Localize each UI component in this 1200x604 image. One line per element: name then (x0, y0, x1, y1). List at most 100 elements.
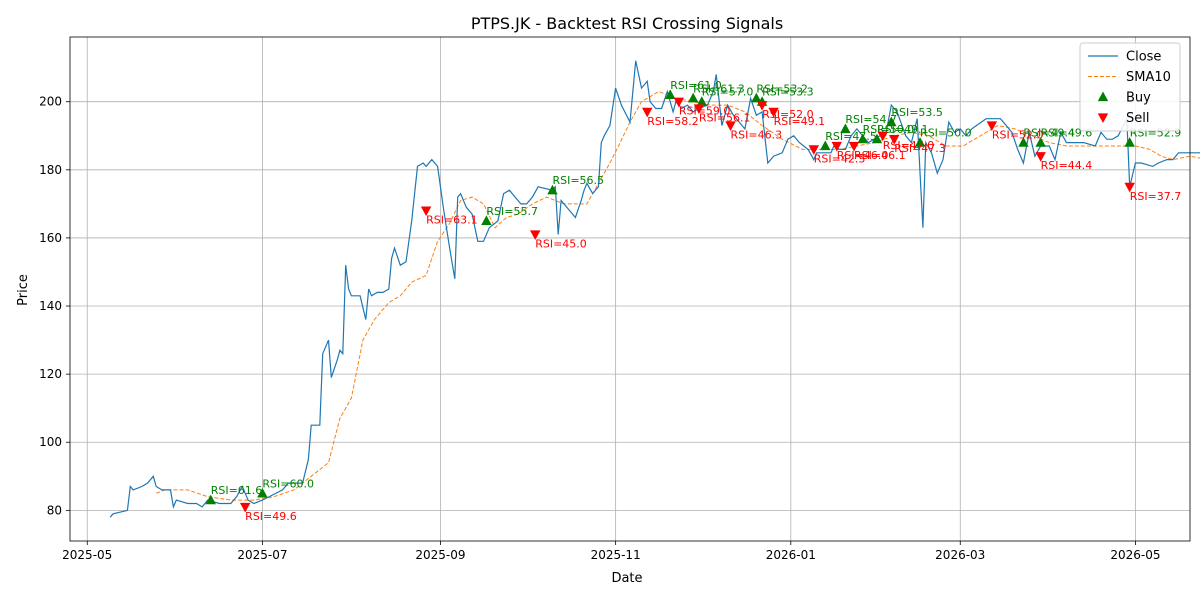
sma10-series (156, 90, 1200, 501)
legend-label: SMA10 (1126, 70, 1171, 85)
legend-label: Buy (1126, 91, 1151, 106)
chart-title: PTPS.JK - Backtest RSI Crossing Signals (471, 14, 783, 33)
legend-sell-swatch (1097, 113, 1109, 123)
sell-label: RSI=46.3 (731, 129, 783, 142)
buy-label: RSI=56.5 (552, 174, 604, 187)
legend-box (1079, 42, 1181, 132)
buy-label: RSI=50.0 (863, 123, 915, 136)
sell-marker (848, 141, 860, 152)
axes: 2025-05 2025-07 2025-09 2025-11 2026-01 2026-… (39, 36, 1191, 562)
close-line (109, 60, 1200, 518)
buy-marker (664, 89, 676, 100)
buy-marker (1035, 137, 1046, 147)
sell-label: RSI=46.1 (854, 149, 906, 162)
buy-marker (820, 140, 831, 151)
buy-marker (857, 133, 868, 144)
x-tick-label: 2026-05 (1110, 548, 1160, 562)
y-tick-label: 120 (39, 367, 62, 381)
sell-label: RSI=59.0 (679, 105, 731, 118)
buy-label: RSI=61.0 (670, 79, 722, 92)
sell-label: RSI=49.1 (774, 115, 826, 128)
sell-marker (239, 502, 251, 513)
buy-marker (914, 137, 926, 147)
sell-label: RSI=49.6 (245, 510, 297, 523)
y-tick-label: 200 (39, 95, 62, 109)
sell-marker (877, 131, 888, 142)
buy-label: RSI=57.0 (702, 86, 754, 99)
buy-marker (481, 215, 492, 226)
buy-label: RSI=50.0 (920, 127, 972, 140)
sell-marker (1035, 152, 1046, 162)
sell-marker (420, 206, 432, 217)
close-series (109, 60, 1200, 518)
buy-marker (751, 92, 762, 103)
sell-label: RSI=46.0 (837, 149, 889, 162)
buy-label: RSI=60.0 (262, 477, 314, 490)
x-tick-label: 2026-01 (766, 548, 816, 562)
y-tick-label: 160 (39, 231, 62, 245)
sell-marker (986, 121, 998, 132)
sell-label: RSI=42.3 (814, 152, 866, 165)
buy-marker (687, 92, 699, 103)
buy-label: RSI=53.5 (891, 106, 943, 119)
x-tick-label: 2026-03 (935, 548, 985, 562)
sell-label: RSI=56.1 (699, 112, 751, 125)
sell-label: RSI=63.1 (426, 214, 478, 227)
sell-label: RSI=58.2 (647, 115, 699, 128)
legend-buy-swatch (1097, 91, 1109, 102)
sell-label: RSI=47.3 (894, 142, 946, 155)
sma10-line (156, 90, 1200, 501)
x-tick-label: 2025-05 (62, 548, 112, 562)
buy-label: RSI=53.2 (756, 82, 808, 95)
buy-marker (871, 133, 883, 144)
sell-label: RSI=37.7 (1130, 190, 1182, 203)
buy-marker (205, 494, 216, 505)
sell-marker (725, 121, 736, 132)
plot-frame (69, 36, 1191, 542)
buy-marker (1124, 137, 1135, 147)
sell-marker (642, 107, 653, 118)
sell-label: RSI=52.0 (992, 129, 1044, 142)
sell-marker (831, 141, 842, 152)
sell-label: RSI=45.0 (535, 238, 587, 251)
sell-marker (756, 100, 768, 111)
buy-marker (547, 184, 558, 195)
buy-label: RSI=49.4 (1023, 127, 1075, 140)
grid-lines (70, 37, 1190, 541)
sell-marker (768, 107, 779, 118)
y-tick-label: 140 (39, 299, 62, 313)
legend-label: Sell (1126, 111, 1149, 126)
y-tick-label: 100 (39, 435, 62, 449)
sell-marker (888, 135, 900, 145)
sell-marker (693, 104, 705, 115)
buy-marker (886, 116, 897, 127)
buy-marker (840, 123, 851, 134)
buy-label: RSI=49.1 (877, 123, 929, 136)
sell-label: RSI=44.4 (1041, 159, 1093, 172)
x-tick-label: 2025-11 (591, 548, 641, 562)
y-tick-label: 80 (47, 503, 62, 517)
buy-label: RSI=54.7 (845, 113, 897, 126)
y-axis-label: Price (16, 274, 31, 306)
buy-label: RSI=61.3 (693, 82, 745, 95)
legend: Close SMA10 Buy Sell (1079, 42, 1181, 132)
sell-marker (530, 230, 541, 241)
x-tick-label: 2025-07 (237, 548, 287, 562)
buy-label: RSI=49.6 (1041, 127, 1093, 140)
sell-marker (808, 145, 820, 155)
x-tick-label: 2025-09 (415, 548, 465, 562)
y-tick-label: 180 (39, 163, 62, 177)
buy-marker (257, 487, 268, 498)
buy-marker (1018, 137, 1029, 147)
buy-label: RSI=61.6 (211, 484, 263, 497)
legend-label: Close (1126, 50, 1161, 65)
buy-label: RSI=55.7 (486, 205, 538, 218)
sell-marker (673, 97, 685, 108)
buy-label: RSI=53.3 (762, 86, 814, 99)
sell-marker (1124, 182, 1135, 193)
x-axis-label: Date (611, 571, 642, 586)
buy-marker (696, 96, 708, 106)
